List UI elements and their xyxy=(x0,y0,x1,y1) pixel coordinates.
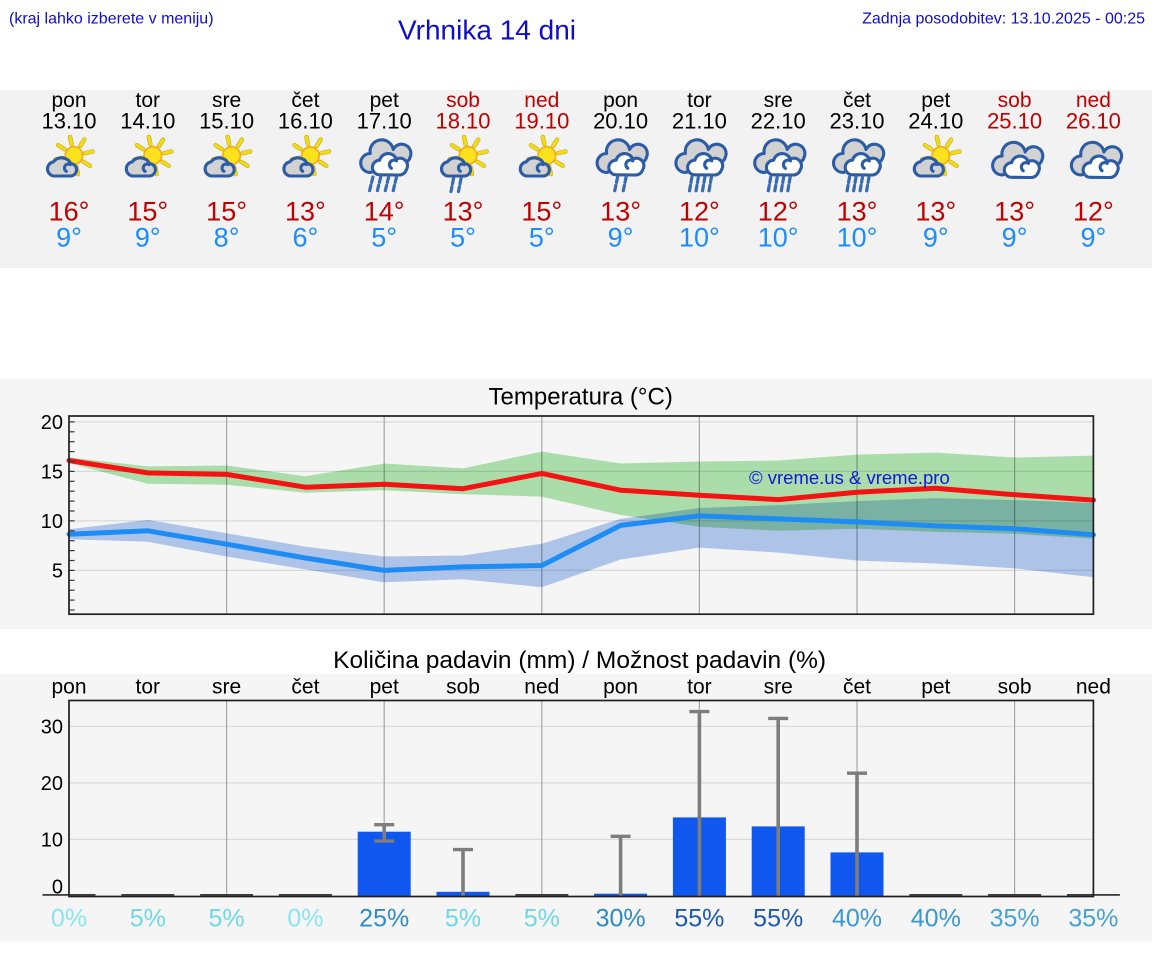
svg-text:13°: 13° xyxy=(837,197,878,227)
svg-text:10°: 10° xyxy=(758,223,799,253)
svg-text:pet: pet xyxy=(921,89,950,112)
svg-text:15: 15 xyxy=(41,461,63,483)
svg-text:sre: sre xyxy=(212,89,241,112)
svg-text:sob: sob xyxy=(998,89,1032,112)
svg-text:ned: ned xyxy=(524,89,559,112)
svg-text:pon: pon xyxy=(603,676,638,699)
svg-text:40%: 40% xyxy=(911,905,961,933)
svg-text:9°: 9° xyxy=(1080,223,1106,253)
svg-text:pon: pon xyxy=(51,676,86,699)
svg-text:Temperatura (°C): Temperatura (°C) xyxy=(489,384,673,411)
svg-text:ned: ned xyxy=(524,676,559,699)
svg-text:15.10: 15.10 xyxy=(199,108,254,133)
svg-text:16.10: 16.10 xyxy=(278,108,333,133)
svg-text:26.10: 26.10 xyxy=(1066,108,1121,133)
svg-text:tor: tor xyxy=(687,676,712,699)
svg-text:5: 5 xyxy=(52,560,63,582)
svg-text:5%: 5% xyxy=(130,905,166,933)
svg-text:13°: 13° xyxy=(915,197,956,227)
svg-text:pon: pon xyxy=(51,89,86,112)
svg-text:© vreme.us & vreme.pro: © vreme.us & vreme.pro xyxy=(749,467,950,488)
svg-text:13°: 13° xyxy=(443,197,484,227)
svg-text:30%: 30% xyxy=(596,905,646,933)
svg-text:16°: 16° xyxy=(49,197,90,227)
svg-text:20: 20 xyxy=(41,412,63,434)
svg-text:15°: 15° xyxy=(206,197,247,227)
svg-text:55%: 55% xyxy=(674,905,724,933)
svg-text:8°: 8° xyxy=(214,223,240,253)
svg-text:17.10: 17.10 xyxy=(357,108,412,133)
svg-text:pet: pet xyxy=(370,676,399,699)
svg-text:sob: sob xyxy=(998,676,1032,699)
svg-text:40%: 40% xyxy=(832,905,882,933)
svg-text:čet: čet xyxy=(291,676,319,699)
svg-text:sre: sre xyxy=(764,89,793,112)
svg-text:10: 10 xyxy=(41,829,63,851)
svg-text:13.10: 13.10 xyxy=(41,108,96,133)
svg-text:20: 20 xyxy=(41,773,63,795)
svg-text:15°: 15° xyxy=(127,197,168,227)
svg-text:pon: pon xyxy=(603,89,638,112)
svg-text:13°: 13° xyxy=(285,197,326,227)
svg-text:9°: 9° xyxy=(135,223,161,253)
svg-text:13°: 13° xyxy=(994,197,1035,227)
svg-text:9°: 9° xyxy=(608,223,634,253)
svg-text:tor: tor xyxy=(687,89,712,112)
svg-text:5°: 5° xyxy=(529,223,555,253)
svg-text:10: 10 xyxy=(41,511,63,533)
svg-text:Vrhnika 14 dni: Vrhnika 14 dni xyxy=(398,15,576,46)
svg-text:(kraj lahko izberete v meniju): (kraj lahko izberete v meniju) xyxy=(9,10,214,27)
svg-text:0%: 0% xyxy=(287,905,323,933)
svg-text:35%: 35% xyxy=(990,905,1040,933)
svg-text:sre: sre xyxy=(212,676,241,699)
svg-text:9°: 9° xyxy=(1002,223,1028,253)
svg-text:10°: 10° xyxy=(837,223,878,253)
svg-text:14°: 14° xyxy=(364,197,405,227)
svg-text:pet: pet xyxy=(370,89,399,112)
svg-text:Količina padavin (mm) / Možnos: Količina padavin (mm) / Možnost padavin … xyxy=(333,647,826,674)
svg-text:čet: čet xyxy=(843,676,871,699)
svg-text:12°: 12° xyxy=(679,197,720,227)
svg-text:14.10: 14.10 xyxy=(120,108,175,133)
svg-text:55%: 55% xyxy=(753,905,803,933)
svg-text:9°: 9° xyxy=(56,223,82,253)
svg-text:5%: 5% xyxy=(445,905,481,933)
svg-text:ned: ned xyxy=(1076,676,1111,699)
svg-text:13°: 13° xyxy=(600,197,641,227)
svg-text:0%: 0% xyxy=(51,905,87,933)
svg-text:20.10: 20.10 xyxy=(593,108,648,133)
svg-text:sob: sob xyxy=(446,89,480,112)
svg-text:čet: čet xyxy=(291,89,319,112)
svg-text:22.10: 22.10 xyxy=(751,108,806,133)
svg-text:sre: sre xyxy=(764,676,793,699)
svg-text:18.10: 18.10 xyxy=(435,108,490,133)
svg-text:5°: 5° xyxy=(450,223,476,253)
svg-text:5°: 5° xyxy=(371,223,397,253)
svg-text:15°: 15° xyxy=(521,197,562,227)
svg-text:5%: 5% xyxy=(524,905,560,933)
svg-text:6°: 6° xyxy=(292,223,318,253)
svg-text:24.10: 24.10 xyxy=(908,108,963,133)
svg-text:10°: 10° xyxy=(679,223,720,253)
svg-text:čet: čet xyxy=(843,89,871,112)
svg-text:pet: pet xyxy=(921,676,950,699)
svg-text:5%: 5% xyxy=(209,905,245,933)
svg-text:ned: ned xyxy=(1076,89,1111,112)
svg-text:9°: 9° xyxy=(923,223,949,253)
svg-text:0: 0 xyxy=(52,876,63,898)
svg-text:tor: tor xyxy=(136,676,161,699)
svg-text:35%: 35% xyxy=(1068,905,1118,933)
svg-text:12°: 12° xyxy=(1073,197,1114,227)
svg-text:23.10: 23.10 xyxy=(829,108,884,133)
svg-text:tor: tor xyxy=(136,89,161,112)
svg-text:sob: sob xyxy=(446,676,480,699)
svg-text:12°: 12° xyxy=(758,197,799,227)
svg-text:19.10: 19.10 xyxy=(514,108,569,133)
svg-text:25.10: 25.10 xyxy=(987,108,1042,133)
svg-text:25%: 25% xyxy=(359,905,409,933)
svg-text:21.10: 21.10 xyxy=(672,108,727,133)
svg-text:30: 30 xyxy=(41,716,63,738)
svg-text:Zadnja posodobitev: 13.10.2025: Zadnja posodobitev: 13.10.2025 - 00:25 xyxy=(862,10,1145,27)
